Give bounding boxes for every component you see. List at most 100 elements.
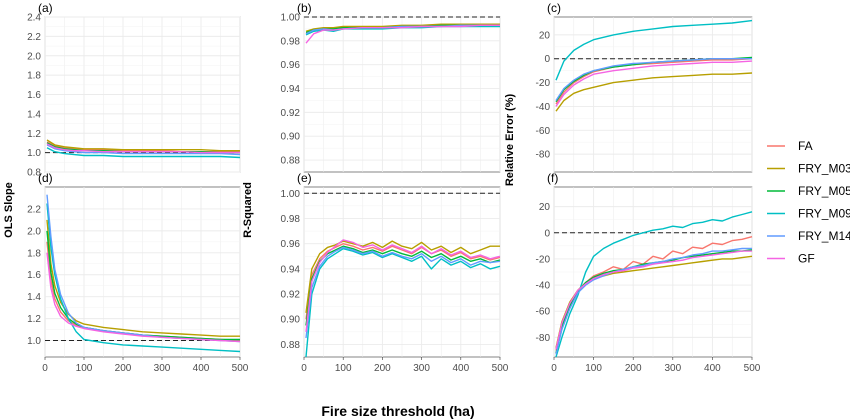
y-axis-label-ols: OLS Slope [3,182,15,238]
x-tick-label: 200 [115,363,132,374]
series-line-gf [46,252,241,343]
legend-label: FRY_M03 [798,162,850,176]
y-tick-label: 0.90 [281,132,301,143]
series-line-fry-m09 [46,147,241,159]
y-tick-label: 0.88 [281,340,301,351]
y-tick-label: 2.0 [27,51,41,62]
y-tick-label: -40 [536,102,551,113]
panel-3: 1.0 1.2 1.4 1.6 1.8 2.0 2.2 0 100 200 300 400 500 (d) [27,171,249,374]
series-line-gf [305,239,501,332]
y-tick-label: 0 [544,228,550,239]
series-line-fry-m14 [305,246,501,339]
series-line-fry-m09 [46,203,241,353]
series-line-fry-m14 [46,144,241,156]
x-tick-label: 0 [301,363,307,374]
y-tick-label: 0.88 [281,156,301,167]
legend-label: GF [798,252,815,266]
panel-label: (d) [38,171,53,185]
legend-item-fry-m05: FRY_M05 [767,184,850,198]
y-tick-label: 2.0 [27,226,41,237]
x-tick-label: 300 [154,363,171,374]
y-tick-label: 0.98 [281,36,301,47]
x-tick-label: 100 [585,363,602,374]
panel-label: (c) [547,1,561,15]
x-tick-label: 0 [42,363,48,374]
x-tick-label: 200 [374,363,391,374]
series-line-fry-m03 [46,139,240,152]
panel-label: (f) [547,171,558,185]
panel-0: 0.8 1.0 1.2 1.4 1.6 1.8 2.0 2.2 2.4(a) [27,1,241,179]
series-line-fry-m14 [555,58,752,101]
series-line-fry-m05 [305,245,501,326]
x-tick-label: 200 [625,363,642,374]
y-tick-label: -40 [536,281,551,292]
y-tick-label: 2.4 [27,13,41,24]
y-tick-label: 2.2 [27,32,41,43]
series-line-fry-m03 [46,219,240,337]
x-tick-label: 500 [744,363,761,374]
series-line-fry-m14 [555,247,752,355]
y-tick-label: 0.90 [281,315,301,326]
y-tick-label: 1.6 [27,270,41,281]
legend-item-gf: GF [767,252,815,266]
y-tick-label: 0.8 [27,168,41,179]
legend-item-fry-m03: FRY_M03 [767,162,850,176]
y-tick-label: 0.94 [281,84,301,95]
legend-label: FA [798,139,813,153]
legend-label: FRY_M09 [798,207,850,221]
series-line-gf [555,250,752,350]
series-line-fry-m03 [555,72,753,112]
y-tick-label: -60 [536,307,551,318]
y-tick-label: 0 [544,54,550,65]
legend-item-fry-m14: FRY_M14 [767,229,850,243]
y-tick-label: -20 [536,78,551,89]
y-tick-label: 1.0 [27,148,41,159]
y-tick-label: 1.00 [281,189,301,200]
legend-item-fry-m09: FRY_M09 [767,207,850,221]
x-tick-label: 400 [704,363,721,374]
panel-label: (e) [297,171,312,185]
series-line-gf [555,60,753,107]
x-tick-label: 400 [452,363,469,374]
x-tick-label: 500 [232,363,249,374]
series-line-fry-m09 [555,19,753,81]
x-tick-label: 300 [413,363,430,374]
y-axis-label-rsq: R-Squared [242,182,254,238]
panel-1: 0.88 0.90 0.92 0.94 0.96 0.98 1.00(b) [281,1,501,173]
x-tick-label: 0 [551,363,557,374]
y-tick-label: 1.8 [27,248,41,259]
y-tick-label: -80 [536,333,551,344]
x-tick-label: 400 [193,363,210,374]
y-tick-label: 1.2 [27,314,41,325]
x-tick-label: 500 [492,363,509,374]
y-axis-label-relerr: Relative Error (%) [504,94,516,187]
x-axis-label: Fire size threshold (ha) [321,403,474,419]
y-tick-label: 20 [539,202,551,213]
y-tick-label: 1.8 [27,71,41,82]
y-tick-label: 0.94 [281,264,301,275]
y-tick-label: 2.2 [27,204,41,215]
x-tick-label: 100 [76,363,93,374]
series-line-gf [305,24,500,44]
series-line-fry-m09 [555,211,753,358]
legend: FA FRY_M03 FRY_M05 FRY_M09 FRY_M14 GF [767,139,850,266]
panel-2: -80 -60 -40 -20 0 20 (c) [536,1,753,173]
y-tick-label: -20 [536,254,551,265]
y-tick-label: 0.92 [281,108,301,119]
series-line-fry-m03 [305,23,500,32]
y-tick-label: 1.4 [27,292,41,303]
y-tick-label: 0.96 [281,239,301,250]
y-tick-label: 1.6 [27,90,41,101]
y-tick-label: 1.2 [27,129,41,140]
panel-label: (b) [297,1,312,15]
legend-item-fa: FA [767,139,813,153]
y-tick-label: 0.92 [281,290,301,301]
y-tick-label: 1.0 [27,336,41,347]
y-tick-label: 0.98 [281,214,301,225]
y-tick-label: 1.4 [27,109,41,120]
x-tick-label: 100 [335,363,352,374]
y-tick-label: -60 [536,126,551,137]
y-tick-label: 0.96 [281,60,301,71]
